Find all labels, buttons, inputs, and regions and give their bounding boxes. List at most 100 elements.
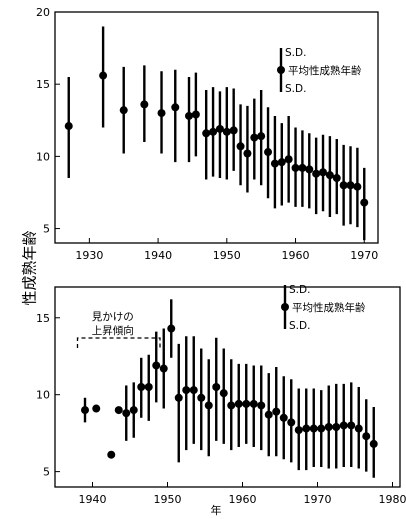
data-point (284, 155, 293, 164)
data-point (171, 103, 180, 112)
annotation-line1: 見かけの (92, 311, 134, 323)
data-point (202, 129, 211, 138)
data-point (222, 127, 231, 136)
data-point (294, 426, 303, 435)
data-point (324, 423, 333, 431)
data-point (250, 133, 259, 142)
data-point (339, 181, 348, 190)
data-point (189, 386, 198, 395)
data-point (144, 383, 153, 391)
data-point (122, 409, 131, 418)
x-tick-label: 1980 (379, 493, 406, 506)
legend-sd-top: S.D. (289, 284, 310, 296)
y-tick-label: 10 (36, 389, 50, 402)
annotation-line2: 上昇傾向 (92, 324, 134, 337)
data-point (279, 413, 288, 422)
y-tick-label: 20 (36, 6, 50, 19)
y-axis-label: 性成熟年齢 (21, 230, 39, 305)
y-tick-label: 15 (36, 78, 50, 91)
data-point (354, 424, 363, 433)
x-tick-label: 1970 (350, 249, 378, 262)
data-point (209, 127, 218, 136)
data-point (236, 142, 245, 151)
x-tick-label: 1960 (229, 493, 257, 506)
data-point (332, 174, 341, 183)
data-point (219, 389, 228, 398)
x-tick-label: 1950 (154, 493, 182, 506)
data-point (159, 364, 168, 373)
data-point (272, 407, 281, 416)
data-point (182, 386, 191, 395)
annotation-bracket (76, 337, 161, 348)
data-point (257, 401, 266, 410)
data-point (325, 171, 334, 180)
legend-marker (277, 66, 285, 74)
data-point (347, 421, 356, 430)
x-tick-label: 1940 (79, 493, 107, 506)
legend-sd-bottom: S.D. (289, 320, 310, 332)
data-point (204, 401, 213, 410)
data-point (215, 124, 224, 133)
data-point (264, 148, 273, 157)
data-point (229, 126, 238, 135)
data-point (243, 149, 252, 158)
data-point (99, 71, 108, 80)
legend-mean-label: 平均性成熟年齢 (292, 301, 366, 314)
data-point (81, 406, 89, 415)
data-point (302, 424, 311, 433)
data-point (277, 158, 286, 167)
data-point (362, 432, 371, 441)
y-tick-label: 10 (36, 150, 50, 163)
data-point (212, 383, 221, 391)
data-point (129, 406, 138, 415)
data-point (264, 410, 273, 419)
legend-mean-label: 平均性成熟年齢 (288, 64, 362, 77)
data-point (107, 450, 116, 459)
legend-marker (281, 303, 289, 311)
data-point (298, 163, 307, 172)
data-point (64, 122, 73, 131)
data-point (114, 406, 123, 415)
data-point (305, 165, 314, 174)
data-point (257, 132, 266, 141)
plot-frame (54, 286, 401, 488)
data-point (174, 393, 183, 402)
panel-bottom: 1940 1950 1960 1970 1980 5 10 15 S.D. 平均性成熟年齢 S.D.… (36, 284, 406, 506)
data-point (157, 109, 166, 118)
panel-top: 1930 1940 1950 1960 1970 5 10 15 20 S.D. 平均性成熟年齢 S.… (36, 6, 379, 262)
data-point (92, 404, 101, 413)
data-point (346, 181, 355, 190)
data-point (317, 424, 326, 433)
data-point (234, 399, 243, 408)
data-point (227, 401, 236, 410)
data-point (137, 383, 146, 391)
data-point (309, 424, 318, 433)
data-point (270, 159, 279, 168)
data-point (242, 399, 251, 408)
x-tick-label: 1970 (304, 493, 332, 506)
data-point (249, 399, 258, 408)
y-tick-label: 5 (43, 223, 50, 236)
x-axis-label: 年 (211, 503, 222, 517)
data-point (360, 198, 369, 207)
data-point (167, 324, 176, 333)
data-point (369, 439, 378, 448)
data-point (119, 106, 128, 115)
legend-sd-bottom: S.D. (285, 83, 306, 95)
data-point (291, 163, 300, 172)
data-point (332, 423, 341, 431)
data-point (339, 421, 348, 430)
x-tick-label: 1940 (144, 249, 172, 262)
data-point (353, 182, 362, 191)
data-point (312, 169, 321, 178)
data-point (197, 393, 206, 402)
data-point (287, 418, 296, 427)
x-tick-label: 1950 (213, 249, 241, 262)
y-tick-label: 5 (43, 466, 50, 479)
data-point (319, 168, 328, 177)
legend-sd-top: S.D. (285, 47, 306, 59)
y-tick-label: 15 (36, 312, 50, 325)
data-point (185, 111, 194, 120)
data-point (152, 361, 161, 370)
